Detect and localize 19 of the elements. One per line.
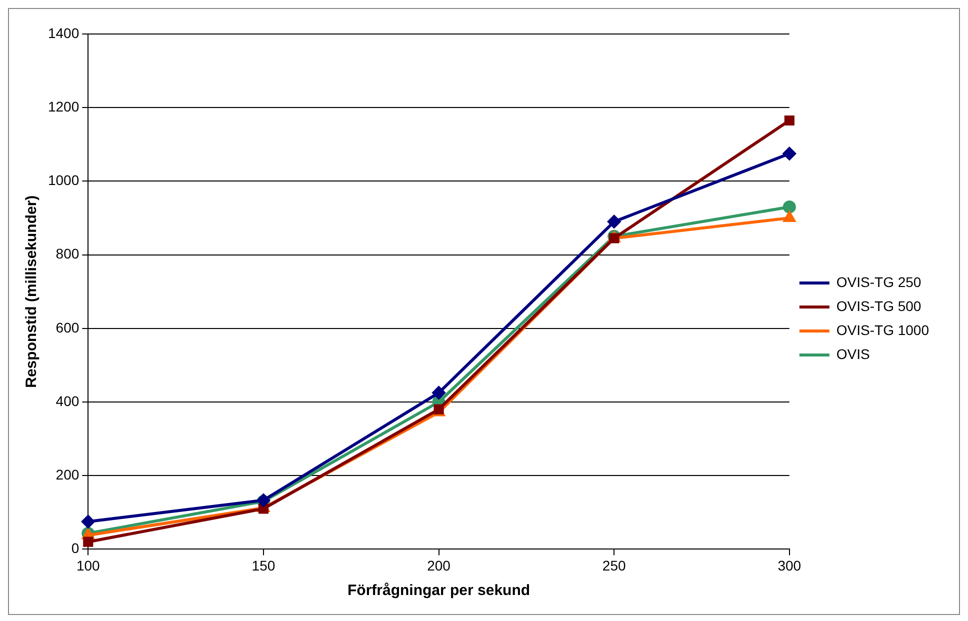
x-tick-label: 300 (778, 557, 802, 574)
y-tick-label: 1000 (48, 172, 80, 188)
y-axis-title: Responstid (millisekunder) (23, 195, 40, 388)
legend-label: OVIS-TG 500 (836, 298, 922, 314)
x-tick-label: 150 (252, 557, 276, 574)
y-tick-label: 400 (56, 392, 80, 409)
x-tick-label: 200 (427, 557, 451, 574)
x-tick-label: 100 (76, 557, 100, 574)
x-axis-title: Förfrågningar per sekund (348, 582, 530, 600)
y-tick-label: 800 (56, 246, 80, 262)
legend-label: OVIS-TG 1000 (836, 322, 930, 338)
legend-label: OVIS-TG 250 (836, 274, 922, 290)
y-tick-label: 1400 (48, 24, 80, 41)
x-tick-label: 250 (602, 557, 626, 574)
y-tick-label: 0 (71, 540, 80, 556)
y-tick-label: 200 (56, 466, 80, 482)
legend-label: OVIS (836, 346, 870, 362)
y-tick-label: 600 (56, 319, 80, 336)
y-tick-label: 1200 (48, 98, 80, 114)
